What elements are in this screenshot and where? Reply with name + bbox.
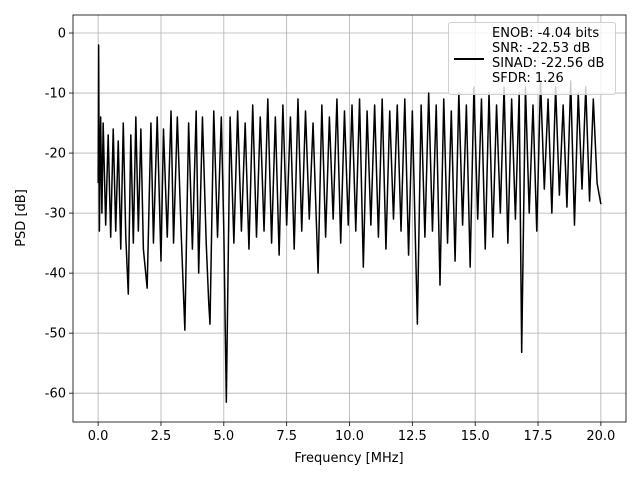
y-tick-label: -60 bbox=[45, 387, 66, 402]
y-tick-label: -50 bbox=[45, 327, 66, 342]
y-tick-label: -30 bbox=[45, 207, 66, 222]
x-tick-label: 20.0 bbox=[586, 429, 615, 444]
y-tick-label: 0 bbox=[58, 27, 66, 42]
x-tick-label: 7.5 bbox=[276, 429, 297, 444]
data-line bbox=[97, 44, 602, 403]
x-tick-label: 15.0 bbox=[461, 429, 490, 444]
legend-swatch bbox=[454, 58, 484, 60]
y-axis-label: PSD [dB] bbox=[14, 189, 29, 247]
x-tick-label: 10.0 bbox=[335, 429, 364, 444]
x-tick-label: 17.5 bbox=[524, 429, 553, 444]
x-tick-label: 2.5 bbox=[151, 429, 172, 444]
y-tick-label: -20 bbox=[45, 147, 66, 162]
x-axis-label: Frequency [MHz] bbox=[294, 451, 403, 466]
legend: ENOB: -4.04 bits SNR: -22.53 dB SINAD: -… bbox=[448, 22, 616, 95]
x-tick-label: 0.0 bbox=[88, 429, 109, 444]
legend-label: ENOB: -4.04 bits SNR: -22.53 dB SINAD: -… bbox=[492, 26, 605, 86]
y-tick-label: -40 bbox=[45, 267, 66, 282]
x-tick-label: 5.0 bbox=[213, 429, 234, 444]
y-tick-label: -10 bbox=[45, 87, 66, 102]
x-tick-label: 12.5 bbox=[398, 429, 427, 444]
plot-frame bbox=[72, 14, 627, 423]
